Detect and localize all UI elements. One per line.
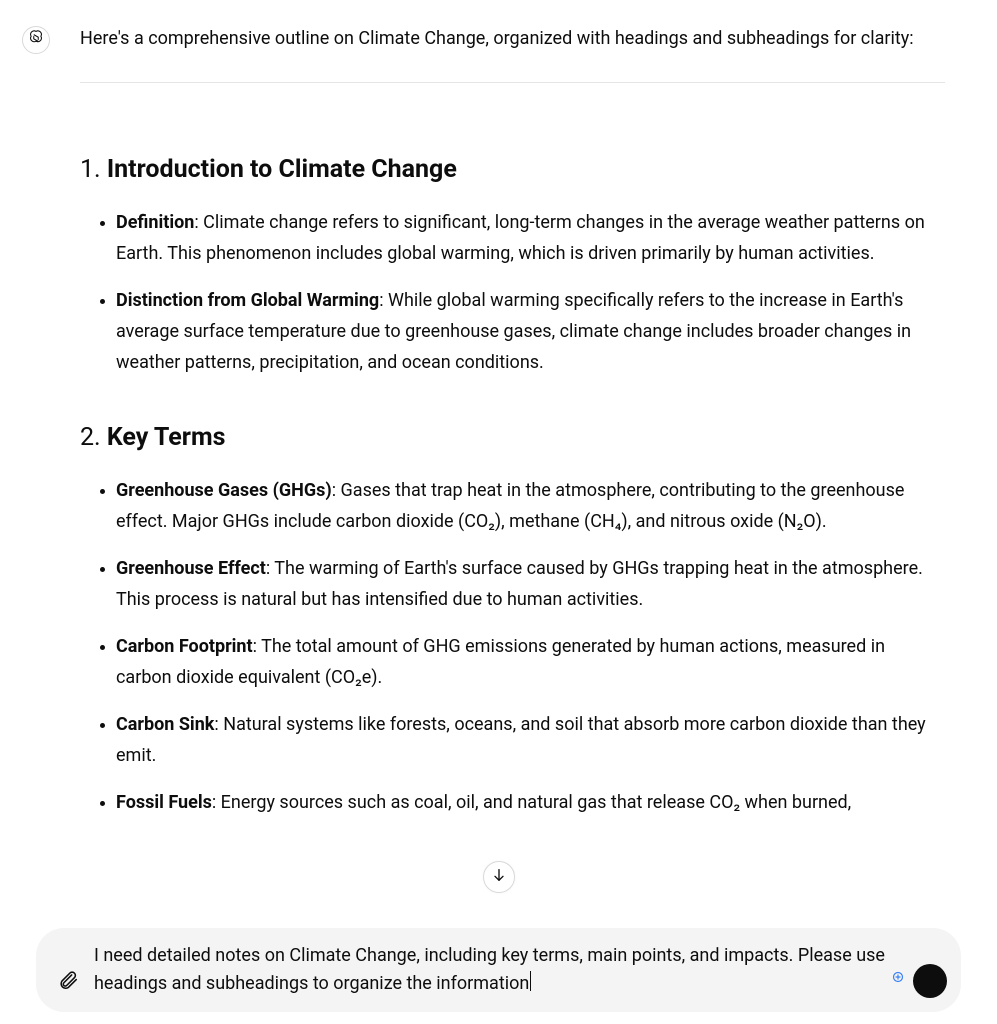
scroll-to-bottom-button[interactable]	[483, 861, 515, 893]
list-item: Definition: Climate change refers to sig…	[116, 208, 945, 270]
list-item: Fossil Fuels: Energy sources such as coa…	[116, 788, 945, 819]
term: Distinction from Global Warming	[116, 290, 379, 311]
list-item: Greenhouse Effect: The warming of Earth'…	[116, 554, 945, 616]
section-title: Key Terms	[107, 423, 226, 452]
section-heading: 1. Introduction to Climate Change	[80, 149, 945, 190]
term: Greenhouse Effect	[116, 558, 266, 579]
term: Carbon Footprint	[116, 636, 253, 657]
assistant-message: Here's a comprehensive outline on Climat…	[80, 24, 945, 857]
composer-input[interactable]: I need detailed notes on Climate Change,…	[94, 942, 901, 998]
term-desc: : Climate change refers to significant, …	[116, 212, 925, 264]
add-button[interactable]	[891, 970, 905, 984]
openai-logo-icon	[27, 29, 45, 51]
plus-circle-icon	[892, 968, 904, 987]
section-1: 1. Introduction to Climate Change Defini…	[80, 149, 945, 379]
term-desc: : Natural systems like forests, oceans, …	[116, 714, 926, 766]
stop-button[interactable]	[913, 964, 947, 998]
composer: I need detailed notes on Climate Change,…	[36, 928, 961, 1012]
list-item: Carbon Footprint: The total amount of GH…	[116, 632, 945, 694]
section-heading: 2. Key Terms	[80, 417, 945, 458]
list-item: Greenhouse Gases (GHGs): Gases that trap…	[116, 476, 945, 538]
section-number: 1.	[80, 155, 101, 184]
text-caret	[530, 971, 531, 991]
term: Definition	[116, 212, 194, 233]
term: Greenhouse Gases (GHGs)	[116, 480, 332, 501]
term-desc: : Energy sources such as coal, oil, and …	[212, 792, 851, 813]
list-item: Distinction from Global Warming: While g…	[116, 286, 945, 379]
section-number: 2.	[80, 423, 101, 452]
term: Fossil Fuels	[116, 792, 212, 813]
term: Carbon Sink	[116, 714, 214, 735]
paperclip-icon	[57, 969, 79, 995]
section-title: Introduction to Climate Change	[107, 155, 457, 184]
assistant-avatar	[22, 26, 50, 54]
arrow-down-icon	[491, 867, 507, 887]
section-2: 2. Key Terms Greenhouse Gases (GHGs): Ga…	[80, 417, 945, 819]
list-item: Carbon Sink: Natural systems like forest…	[116, 710, 945, 772]
intro-text: Here's a comprehensive outline on Climat…	[80, 24, 945, 54]
attach-button[interactable]	[54, 968, 82, 996]
